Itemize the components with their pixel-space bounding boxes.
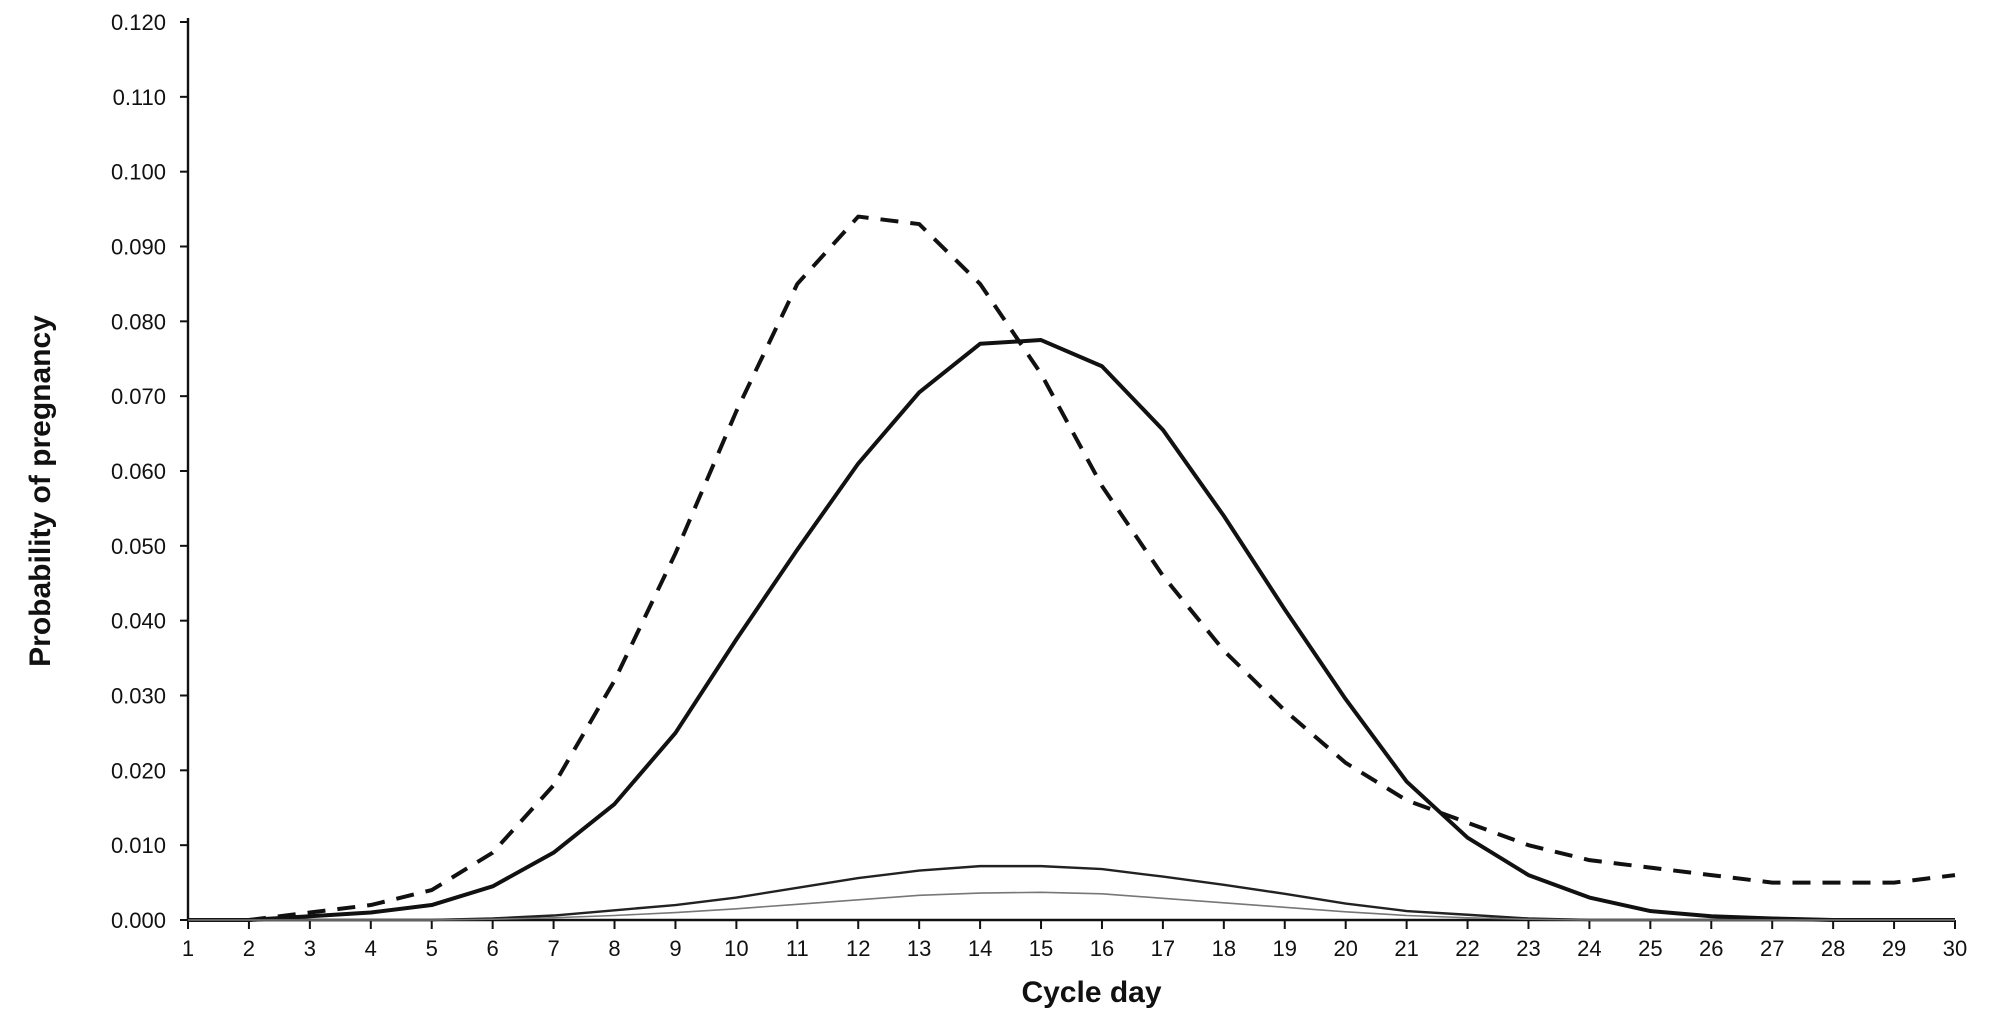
x-tick-label: 27 — [1760, 936, 1784, 961]
x-tick-label: 9 — [669, 936, 681, 961]
x-tick-label: 17 — [1151, 936, 1175, 961]
x-tick-label: 3 — [304, 936, 316, 961]
x-tick-label: 23 — [1516, 936, 1540, 961]
x-tick-label: 2 — [243, 936, 255, 961]
y-axis-title: Probability of pregnancy — [24, 315, 57, 667]
y-tick-label: 0.070 — [111, 384, 166, 409]
x-tick-label: 4 — [365, 936, 377, 961]
y-tick-label: 0.060 — [111, 459, 166, 484]
series-line-4 — [188, 891, 1955, 921]
x-tick-label: 25 — [1638, 936, 1662, 961]
x-tick-label: 7 — [547, 936, 559, 961]
y-tick-label: 0.010 — [111, 833, 166, 858]
x-tick-label: 18 — [1212, 936, 1236, 961]
series-line-1 — [188, 214, 1956, 922]
x-tick-label: 15 — [1029, 936, 1053, 961]
x-axis-title: Cycle day — [1021, 976, 1161, 1009]
x-tick-label: 28 — [1821, 936, 1845, 961]
y-tick-label: 0.030 — [111, 684, 166, 709]
y-tick-label: 0.040 — [111, 609, 166, 634]
x-tick-label: 21 — [1394, 936, 1418, 961]
x-tick-label: 11 — [786, 936, 809, 961]
axes-group — [186, 18, 1955, 922]
y-tick-label: 0.120 — [111, 10, 166, 35]
x-tick-label: 1 — [182, 936, 194, 961]
y-tick-label: 0.050 — [111, 534, 166, 559]
y-tick-label: 0.020 — [111, 758, 166, 783]
x-tick-label: 29 — [1882, 936, 1906, 961]
y-tick-label: 0.100 — [111, 160, 166, 185]
x-tick-label: 24 — [1577, 936, 1601, 961]
y-tick-label: 0.090 — [111, 235, 166, 260]
x-tick-label: 10 — [724, 936, 748, 961]
series-line-2 — [188, 338, 1955, 922]
x-tick-label: 8 — [608, 936, 620, 961]
x-tick-label: 19 — [1273, 936, 1297, 961]
x-tick-label: 20 — [1333, 936, 1357, 961]
y-tick-label: 0.000 — [111, 908, 166, 933]
x-tick-label: 16 — [1090, 936, 1114, 961]
x-tick-label: 14 — [968, 936, 992, 961]
ticks-group: 0.000 0.010 0.020 0.030 0.040 0.050 0.060 0.070… — [111, 10, 1967, 961]
x-tick-label: 5 — [426, 936, 438, 961]
x-tick-label: 12 — [846, 936, 870, 961]
series-group — [188, 214, 1956, 922]
y-tick-label: 0.110 — [113, 85, 166, 110]
x-tick-label: 6 — [487, 936, 499, 961]
x-tick-label: 22 — [1455, 936, 1479, 961]
x-tick-label: 30 — [1943, 936, 1967, 961]
x-tick-label: 13 — [907, 936, 931, 961]
y-tick-label: 0.080 — [111, 309, 166, 334]
x-tick-label: 26 — [1699, 936, 1723, 961]
